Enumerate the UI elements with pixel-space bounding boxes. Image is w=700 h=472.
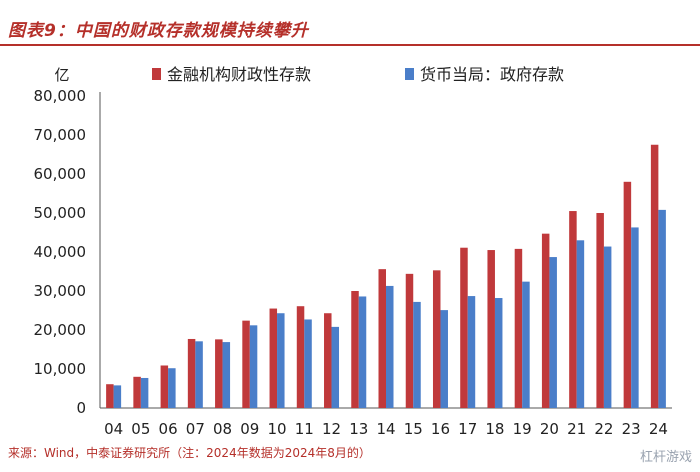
y-tick-label: 80,000 — [34, 87, 87, 105]
bar-fiscal-deposit — [187, 338, 196, 408]
bar-government-deposit — [304, 319, 312, 408]
bar-fiscal-deposit — [541, 233, 550, 408]
x-tick-label: 21 — [567, 420, 586, 438]
bar-fiscal-deposit — [215, 339, 223, 408]
bar-government-deposit — [222, 342, 231, 408]
bar-fiscal-deposit — [160, 365, 169, 408]
x-tick-label: 14 — [376, 420, 395, 438]
bar-fiscal-deposit — [133, 376, 141, 408]
x-tick-label: 18 — [485, 420, 504, 438]
bar-government-deposit — [140, 377, 149, 408]
title-divider — [0, 44, 700, 46]
x-tick-label: 06 — [159, 420, 178, 438]
bar-fiscal-deposit — [650, 144, 659, 408]
x-tick-label: 24 — [649, 420, 668, 438]
y-tick-label: 20,000 — [34, 321, 87, 339]
bar-government-deposit — [249, 325, 258, 408]
bars — [106, 144, 666, 408]
y-tick-label: 70,000 — [34, 126, 87, 144]
bar-fiscal-deposit — [596, 213, 604, 408]
bar-government-deposit — [386, 285, 394, 408]
bar-fiscal-deposit — [460, 247, 468, 408]
bar-fiscal-deposit — [569, 211, 577, 408]
legend-label: 金融机构财政性存款 — [167, 65, 311, 84]
x-tick-label: 22 — [594, 420, 613, 438]
x-tick-label: 12 — [322, 420, 341, 438]
x-tick-label: 10 — [268, 420, 287, 438]
bar-government-deposit — [168, 368, 176, 408]
x-tick-label: 13 — [349, 420, 368, 438]
bar-fiscal-deposit — [324, 313, 332, 408]
x-tick-label: 08 — [213, 420, 232, 438]
x-tick-label: 15 — [404, 420, 423, 438]
bar-government-deposit — [331, 326, 340, 408]
y-tick-label: 40,000 — [34, 243, 87, 261]
legend-swatch — [405, 68, 414, 80]
bar-government-deposit — [358, 296, 367, 408]
y-axis-unit-label: 亿 — [54, 66, 69, 84]
y-tick-label: 10,000 — [34, 360, 87, 378]
bar-government-deposit — [576, 240, 585, 408]
bar-fiscal-deposit — [242, 320, 250, 408]
bar-government-deposit — [522, 281, 530, 408]
legend: 金融机构财政性存款 货币当局：政府存款 — [152, 65, 564, 84]
x-axis: 04 05 06 07 08 09 10 11 12 13 14 15 16 17 18 19 20 21 22 23… — [104, 420, 668, 438]
bar-government-deposit — [277, 313, 285, 408]
bar-government-deposit — [494, 298, 503, 408]
bar-fiscal-deposit — [514, 248, 523, 408]
bar-government-deposit — [549, 257, 557, 408]
x-tick-label: 05 — [131, 420, 150, 438]
legend-label: 货币当局：政府存款 — [420, 65, 564, 84]
y-tick-label: 0 — [76, 399, 86, 417]
x-tick-label: 19 — [513, 420, 532, 438]
bar-fiscal-deposit — [378, 269, 386, 408]
x-tick-label: 11 — [295, 420, 314, 438]
bar-government-deposit — [631, 227, 639, 408]
bar-government-deposit — [113, 385, 122, 408]
bar-fiscal-deposit — [106, 384, 114, 408]
y-tick-label: 60,000 — [34, 165, 87, 183]
x-tick-label: 07 — [186, 420, 205, 438]
y-tick-label: 30,000 — [34, 282, 87, 300]
legend-swatch — [152, 68, 161, 80]
bar-fiscal-deposit — [487, 250, 495, 408]
x-tick-label: 20 — [540, 420, 559, 438]
x-tick-label: 04 — [104, 420, 123, 438]
bar-government-deposit — [195, 341, 203, 408]
x-tick-label: 23 — [622, 420, 641, 438]
bar-government-deposit — [413, 301, 421, 408]
bar-fiscal-deposit — [432, 270, 441, 408]
x-tick-label: 16 — [431, 420, 450, 438]
bar-fiscal-deposit — [296, 306, 305, 408]
bar-government-deposit — [440, 310, 448, 408]
chart-title: 图表9：中国的财政存款规模持续攀升 — [8, 21, 309, 41]
bar-government-deposit — [467, 296, 476, 408]
bar-government-deposit — [658, 209, 666, 408]
source-note: 来源：Wind，中泰证券研究所（注：2024年数据为2024年8月的） — [8, 446, 371, 460]
x-tick-label: 17 — [458, 420, 477, 438]
bar-fiscal-deposit — [405, 273, 414, 408]
bar-fiscal-deposit — [351, 291, 359, 408]
bar-fiscal-deposit — [623, 181, 632, 408]
watermark: 杠杆游戏 — [639, 450, 692, 465]
bar-fiscal-deposit — [269, 308, 278, 408]
bar-government-deposit — [603, 246, 612, 408]
x-tick-label: 09 — [240, 420, 259, 438]
y-tick-label: 50,000 — [34, 204, 87, 222]
